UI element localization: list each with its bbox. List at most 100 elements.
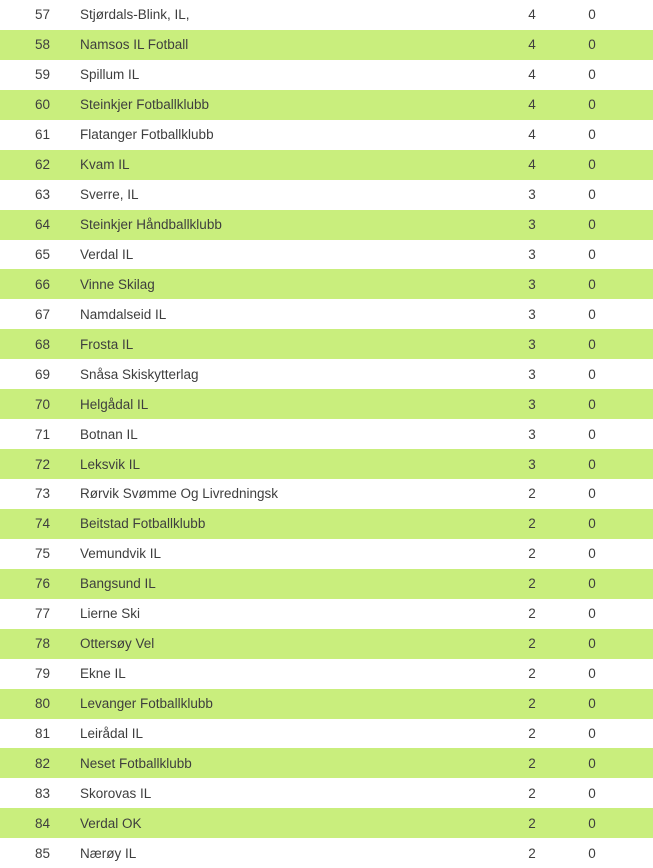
table-row: 81 Leirådal IL 2 0 <box>0 718 653 749</box>
value1-cell: 2 <box>528 845 536 861</box>
value2-cell: 0 <box>588 546 596 562</box>
rank-cell: 57 <box>34 7 50 23</box>
value1-cell: 2 <box>528 666 536 682</box>
table-row: 65 Verdal IL 3 0 <box>0 239 653 270</box>
club-name-cell: Bangsund IL <box>80 576 156 592</box>
club-name-cell: Steinkjer Fotballklubb <box>80 97 210 113</box>
table-row: 63 Sverre, IL 3 0 <box>0 179 653 210</box>
value1-cell: 3 <box>528 306 536 322</box>
rank-cell: 68 <box>34 336 50 352</box>
table-row: 61 Flatanger Fotballklubb 4 0 <box>0 119 653 150</box>
rank-cell: 77 <box>34 606 50 622</box>
club-name-cell: Steinkjer Håndballklubb <box>80 217 222 233</box>
rank-cell: 62 <box>34 157 50 173</box>
table-row: 58 Namsos IL Fotball 4 0 <box>0 29 653 60</box>
club-name-cell: Frosta IL <box>80 336 134 352</box>
value2-cell: 0 <box>588 486 596 502</box>
table-row: 83 Skorovas IL 2 0 <box>0 778 653 809</box>
rank-cell: 74 <box>34 516 50 532</box>
club-name-cell: Lierne Ski <box>80 606 141 622</box>
value1-cell: 2 <box>528 725 536 741</box>
rank-cell: 84 <box>34 815 50 831</box>
table-row: 60 Steinkjer Fotballklubb 4 0 <box>0 89 653 120</box>
value1-cell: 4 <box>528 97 536 113</box>
value2-cell: 0 <box>588 37 596 53</box>
club-name-cell: Verdal OK <box>80 815 142 831</box>
club-name-cell: Snåsa Skiskytterlag <box>80 366 199 382</box>
value2-cell: 0 <box>588 306 596 322</box>
club-name-cell: Nærøy IL <box>80 845 137 861</box>
club-name-cell: Stjørdals-Blink, IL, <box>80 7 190 23</box>
rank-cell: 76 <box>34 576 50 592</box>
club-name-cell: Kvam IL <box>80 157 130 173</box>
rank-cell: 81 <box>34 725 50 741</box>
table-row: 75 Vemundvik IL 2 0 <box>0 538 653 569</box>
club-name-cell: Leirådal IL <box>80 725 144 741</box>
club-name-cell: Levanger Fotballklubb <box>80 696 213 712</box>
club-name-cell: Neset Fotballklubb <box>80 755 192 771</box>
table-row: 70 Helgådal IL 3 0 <box>0 389 653 420</box>
value2-cell: 0 <box>588 426 596 442</box>
value1-cell: 2 <box>528 636 536 652</box>
value1-cell: 2 <box>528 576 536 592</box>
table-row: 85 Nærøy IL 2 0 <box>0 838 653 868</box>
table-row: 69 Snåsa Skiskytterlag 3 0 <box>0 359 653 390</box>
value1-cell: 3 <box>528 276 536 292</box>
value2-cell: 0 <box>588 845 596 861</box>
value1-cell: 3 <box>528 366 536 382</box>
value1-cell: 2 <box>528 696 536 712</box>
club-name-cell: Namsos IL Fotball <box>80 37 189 53</box>
value2-cell: 0 <box>588 217 596 233</box>
table-row: 73 Rørvik Svømme Og Livredningsk 2 0 <box>0 479 653 509</box>
club-name-cell: Ottersøy Vel <box>80 636 155 652</box>
rank-cell: 66 <box>34 276 50 292</box>
value2-cell: 0 <box>588 516 596 532</box>
table-row: 59 Spillum IL 4 0 <box>0 59 653 90</box>
value2-cell: 0 <box>588 366 596 382</box>
value1-cell: 4 <box>528 37 536 53</box>
rank-cell: 69 <box>34 366 50 382</box>
rank-cell: 64 <box>34 217 50 233</box>
table-row: 57 Stjørdals-Blink, IL, 4 0 <box>0 0 653 30</box>
table-row: 68 Frosta IL 3 0 <box>0 329 653 360</box>
value2-cell: 0 <box>588 246 596 262</box>
rank-cell: 71 <box>34 426 50 442</box>
rank-cell: 59 <box>34 67 50 83</box>
table-row: 76 Bangsund IL 2 0 <box>0 568 653 599</box>
rank-cell: 58 <box>34 37 50 53</box>
table-row: 80 Levanger Fotballklubb 2 0 <box>0 688 653 719</box>
club-name-cell: Verdal IL <box>80 246 134 262</box>
club-name-cell: Vinne Skilag <box>80 276 155 292</box>
rank-cell: 73 <box>34 486 50 502</box>
value1-cell: 2 <box>528 785 536 801</box>
value1-cell: 2 <box>528 546 536 562</box>
table-row: 84 Verdal OK 2 0 <box>0 808 653 839</box>
value1-cell: 3 <box>528 217 536 233</box>
table-row: 78 Ottersøy Vel 2 0 <box>0 628 653 659</box>
table-row: 77 Lierne Ski 2 0 <box>0 598 653 629</box>
rank-cell: 78 <box>34 636 50 652</box>
value2-cell: 0 <box>588 67 596 83</box>
value1-cell: 2 <box>528 486 536 502</box>
club-name-cell: Skorovas IL <box>80 785 152 801</box>
value2-cell: 0 <box>588 276 596 292</box>
club-name-cell: Beitstad Fotballklubb <box>80 516 206 532</box>
value2-cell: 0 <box>588 576 596 592</box>
value1-cell: 3 <box>528 187 536 203</box>
table-row: 62 Kvam IL 4 0 <box>0 149 653 180</box>
value2-cell: 0 <box>588 725 596 741</box>
value2-cell: 0 <box>588 97 596 113</box>
rank-cell: 79 <box>34 666 50 682</box>
table-row: 79 Ekne IL 2 0 <box>0 658 653 689</box>
value2-cell: 0 <box>588 336 596 352</box>
rank-cell: 60 <box>34 97 50 113</box>
rank-cell: 75 <box>34 546 50 562</box>
value1-cell: 4 <box>528 157 536 173</box>
value2-cell: 0 <box>588 785 596 801</box>
value2-cell: 0 <box>588 187 596 203</box>
rank-cell: 85 <box>34 845 50 861</box>
rank-cell: 67 <box>34 306 50 322</box>
value1-cell: 3 <box>528 246 536 262</box>
rank-cell: 80 <box>34 696 50 712</box>
